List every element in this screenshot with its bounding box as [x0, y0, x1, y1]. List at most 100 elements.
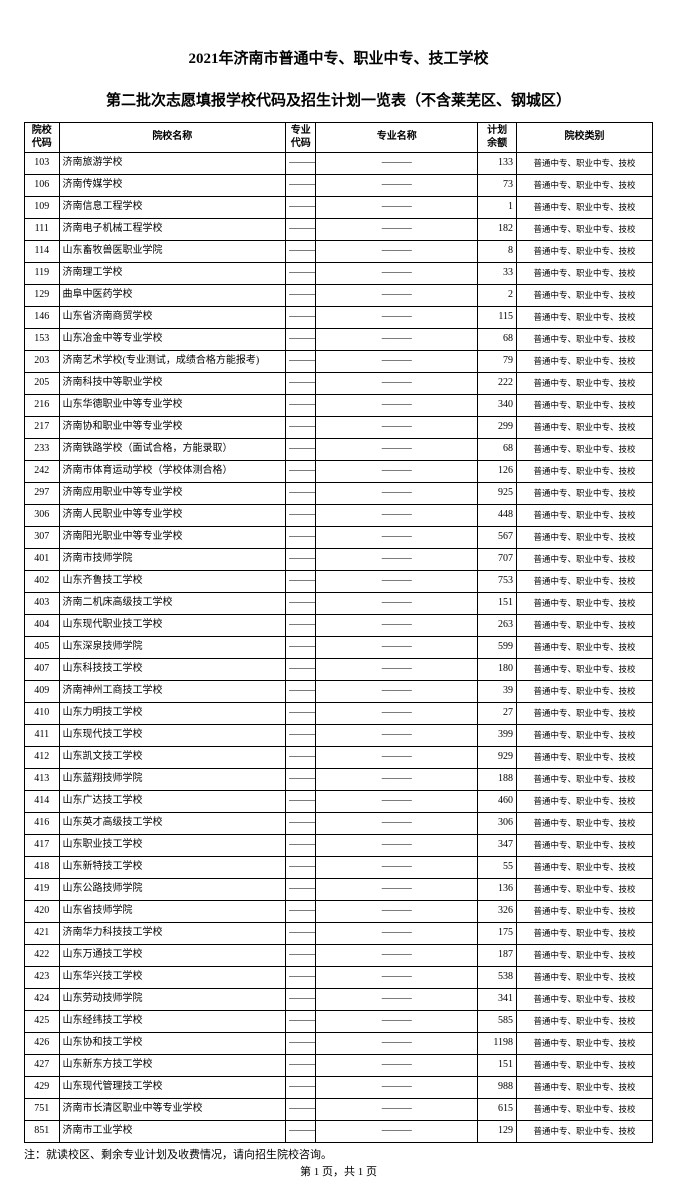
cell-code: 418 — [25, 857, 60, 879]
cell-major-name: ——— — [316, 681, 478, 703]
cell-major-code: ——— — [286, 263, 316, 285]
cell-major-code: ——— — [286, 219, 316, 241]
table-row: 233济南铁路学校（面试合格，方能录取）——————68普通中专、职业中专、技校 — [25, 439, 653, 461]
cell-major-code: ——— — [286, 1121, 316, 1143]
cell-type: 普通中专、职业中专、技校 — [517, 1033, 653, 1055]
cell-name: 山东省济南商贸学校 — [59, 307, 286, 329]
cell-type: 普通中专、职业中专、技校 — [517, 439, 653, 461]
cell-major-code: ——— — [286, 197, 316, 219]
cell-code: 414 — [25, 791, 60, 813]
cell-major-code: ——— — [286, 329, 316, 351]
cell-major-name: ——— — [316, 857, 478, 879]
cell-quota: 126 — [478, 461, 517, 483]
document-footer: 注：就读校区、剩余专业计划及收费情况，请向招生院校咨询。 第 1 页，共 1 页 — [24, 1147, 653, 1180]
cell-name: 山东力明技工学校 — [59, 703, 286, 725]
cell-major-code: ——— — [286, 703, 316, 725]
table-row: 307济南阳光职业中等专业学校——————567普通中专、职业中专、技校 — [25, 527, 653, 549]
cell-code: 114 — [25, 241, 60, 263]
cell-code: 427 — [25, 1055, 60, 1077]
cell-quota: 341 — [478, 989, 517, 1011]
cell-name: 济南电子机械工程学校 — [59, 219, 286, 241]
cell-major-code: ——— — [286, 747, 316, 769]
cell-name: 山东广达技工学校 — [59, 791, 286, 813]
cell-code: 424 — [25, 989, 60, 1011]
cell-quota: 39 — [478, 681, 517, 703]
school-table: 院校 代码 院校名称 专业 代码 专业名称 计划 余额 院校类别 103济南旅游… — [24, 122, 653, 1143]
cell-type: 普通中专、职业中专、技校 — [517, 637, 653, 659]
cell-major-code: ——— — [286, 967, 316, 989]
cell-major-name: ——— — [316, 307, 478, 329]
cell-code: 203 — [25, 351, 60, 373]
cell-major-code: ——— — [286, 813, 316, 835]
cell-name: 济南市体育运动学校（学校体测合格） — [59, 461, 286, 483]
cell-code: 409 — [25, 681, 60, 703]
cell-major-name: ——— — [316, 769, 478, 791]
cell-quota: 448 — [478, 505, 517, 527]
cell-major-name: ——— — [316, 571, 478, 593]
cell-name: 济南艺术学校(专业测试，成绩合格方能报考) — [59, 351, 286, 373]
cell-quota: 68 — [478, 439, 517, 461]
cell-code: 233 — [25, 439, 60, 461]
cell-name: 济南二机床高级技工学校 — [59, 593, 286, 615]
cell-quota: 68 — [478, 329, 517, 351]
title-line-1: 2021年济南市普通中专、职业中专、技工学校 — [188, 51, 488, 67]
cell-type: 普通中专、职业中专、技校 — [517, 153, 653, 175]
cell-name: 曲阜中医药学校 — [59, 285, 286, 307]
cell-major-name: ——— — [316, 263, 478, 285]
cell-quota: 988 — [478, 1077, 517, 1099]
cell-major-name: ——— — [316, 417, 478, 439]
cell-name: 山东协和技工学校 — [59, 1033, 286, 1055]
cell-major-code: ——— — [286, 307, 316, 329]
cell-quota: 929 — [478, 747, 517, 769]
cell-type: 普通中专、职业中专、技校 — [517, 747, 653, 769]
cell-type: 普通中专、职业中专、技校 — [517, 879, 653, 901]
cell-name: 济南市长清区职业中等专业学校 — [59, 1099, 286, 1121]
cell-quota: 567 — [478, 527, 517, 549]
cell-major-name: ——— — [316, 1033, 478, 1055]
cell-name: 山东深泉技师学院 — [59, 637, 286, 659]
cell-major-code: ——— — [286, 1099, 316, 1121]
cell-type: 普通中专、职业中专、技校 — [517, 241, 653, 263]
cell-code: 216 — [25, 395, 60, 417]
cell-type: 普通中专、职业中专、技校 — [517, 373, 653, 395]
document-title: 2021年济南市普通中专、职业中专、技工学校 第二批次志愿填报学校代码及招生计划… — [24, 28, 653, 112]
table-row: 429山东现代管理技工学校——————988普通中专、职业中专、技校 — [25, 1077, 653, 1099]
cell-type: 普通中专、职业中专、技校 — [517, 835, 653, 857]
cell-type: 普通中专、职业中专、技校 — [517, 593, 653, 615]
table-row: 405山东深泉技师学院——————599普通中专、职业中专、技校 — [25, 637, 653, 659]
col-header-code: 院校 代码 — [25, 123, 60, 153]
cell-major-code: ——— — [286, 593, 316, 615]
cell-quota: 399 — [478, 725, 517, 747]
cell-major-name: ——— — [316, 241, 478, 263]
cell-name: 山东冶金中等专业学校 — [59, 329, 286, 351]
cell-quota: 129 — [478, 1121, 517, 1143]
cell-quota: 180 — [478, 659, 517, 681]
cell-code: 129 — [25, 285, 60, 307]
cell-major-name: ——— — [316, 395, 478, 417]
cell-code: 422 — [25, 945, 60, 967]
cell-type: 普通中专、职业中专、技校 — [517, 505, 653, 527]
cell-major-name: ——— — [316, 901, 478, 923]
cell-code: 421 — [25, 923, 60, 945]
table-row: 205济南科技中等职业学校——————222普通中专、职业中专、技校 — [25, 373, 653, 395]
cell-name: 山东蓝翔技师学院 — [59, 769, 286, 791]
cell-code: 109 — [25, 197, 60, 219]
cell-quota: 2 — [478, 285, 517, 307]
footer-page: 第 1 页，共 1 页 — [24, 1164, 653, 1181]
cell-major-name: ——— — [316, 923, 478, 945]
cell-type: 普通中专、职业中专、技校 — [517, 175, 653, 197]
cell-name: 济南理工学校 — [59, 263, 286, 285]
cell-quota: 615 — [478, 1099, 517, 1121]
cell-quota: 8 — [478, 241, 517, 263]
cell-major-name: ——— — [316, 637, 478, 659]
table-row: 106济南传媒学校——————73普通中专、职业中专、技校 — [25, 175, 653, 197]
cell-type: 普通中专、职业中专、技校 — [517, 989, 653, 1011]
cell-major-code: ——— — [286, 725, 316, 747]
cell-type: 普通中专、职业中专、技校 — [517, 923, 653, 945]
cell-type: 普通中专、职业中专、技校 — [517, 769, 653, 791]
cell-type: 普通中专、职业中专、技校 — [517, 329, 653, 351]
cell-major-name: ——— — [316, 505, 478, 527]
cell-major-name: ——— — [316, 175, 478, 197]
cell-name: 山东科技技工学校 — [59, 659, 286, 681]
cell-code: 401 — [25, 549, 60, 571]
